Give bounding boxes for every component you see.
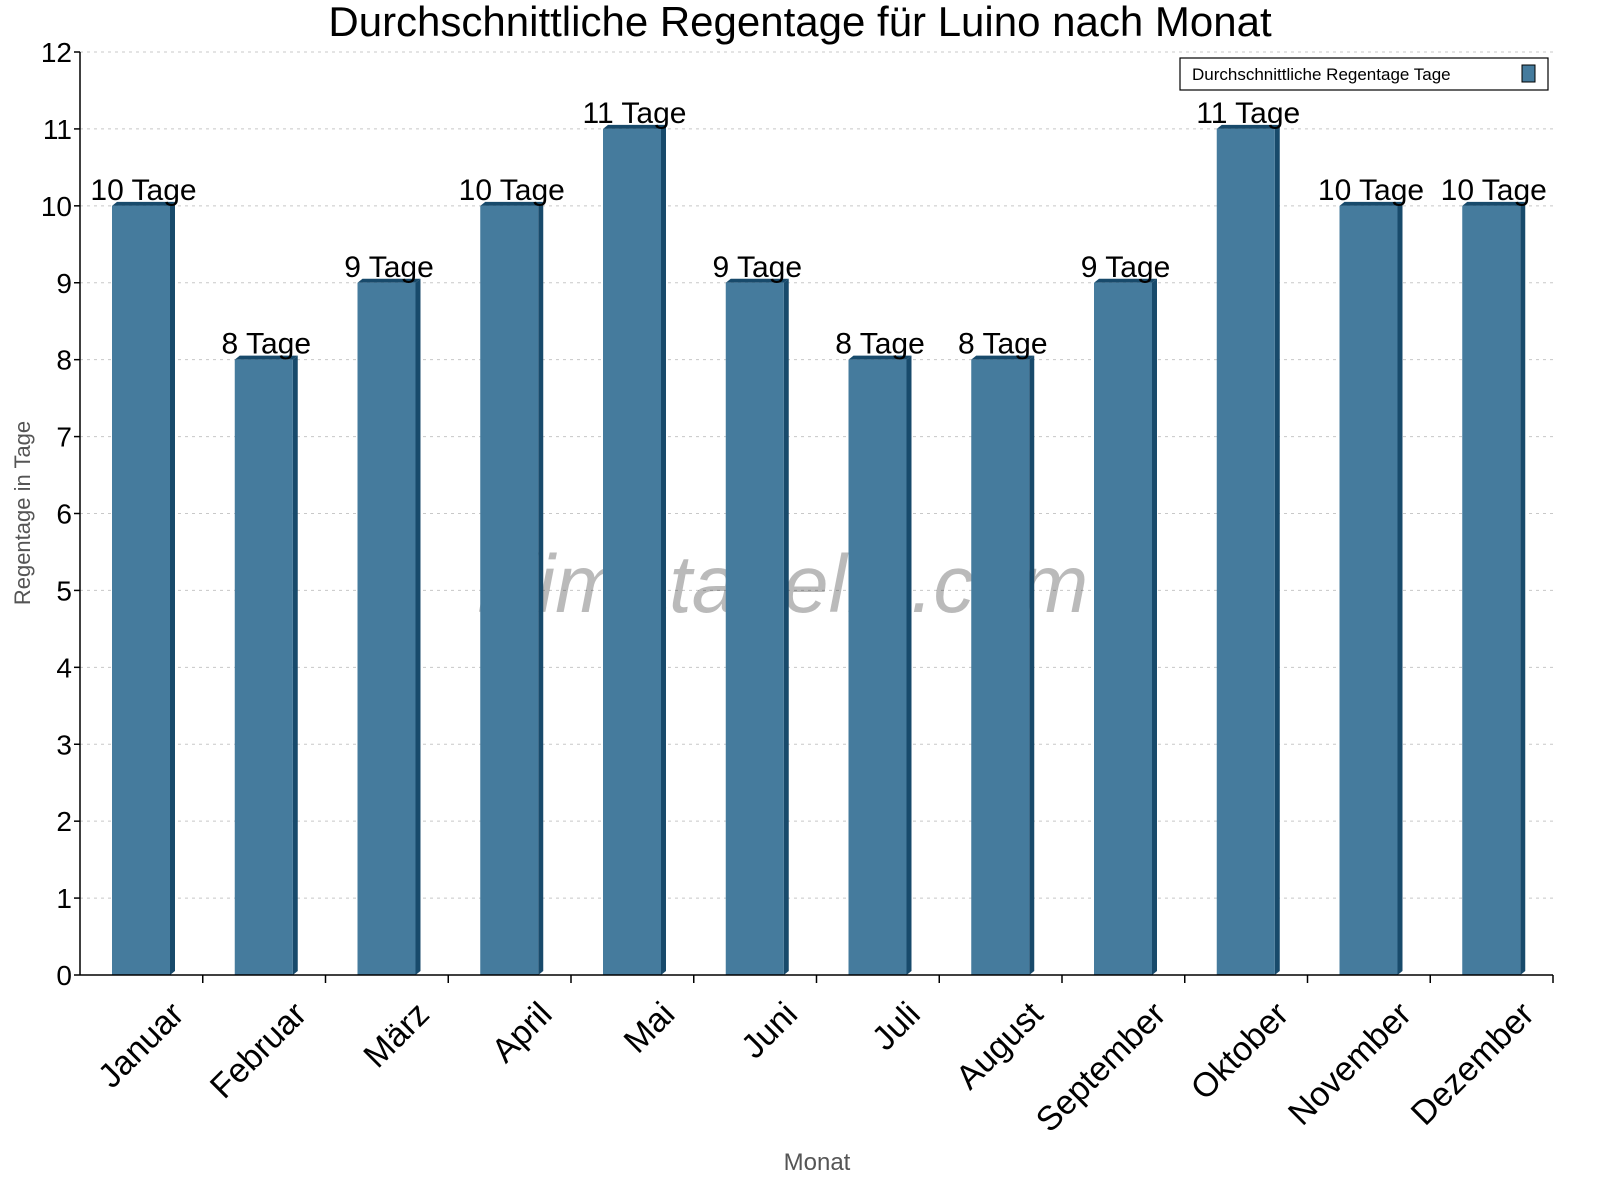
data-label: 10 Tage: [1318, 174, 1424, 207]
bar-top: [1339, 201, 1403, 206]
chart-title: Durchschnittliche Regentage für Luino na…: [328, 0, 1272, 45]
bar-side: [1520, 201, 1526, 976]
bar: [1216, 128, 1275, 975]
bar: [971, 359, 1030, 976]
data-label: 9 Tage: [344, 251, 434, 284]
bar: [848, 359, 907, 976]
bar-side: [415, 278, 421, 975]
bar-side: [906, 355, 912, 976]
data-label: 10 Tage: [459, 174, 565, 207]
bar-side: [783, 278, 789, 975]
x-tick-label: Oktober: [1184, 995, 1296, 1107]
bar: [725, 282, 784, 975]
x-tick-label: November: [1281, 995, 1419, 1133]
x-tick-label: Juni: [734, 995, 805, 1066]
data-label: 9 Tage: [1081, 251, 1171, 284]
data-label: 8 Tage: [221, 328, 311, 361]
bar-side: [1274, 124, 1280, 975]
bar-top: [1216, 124, 1280, 129]
bar: [480, 205, 539, 976]
y-tick-label: 6: [56, 499, 72, 530]
y-tick-label: 0: [56, 960, 72, 991]
data-label: 11 Tage: [1196, 97, 1300, 130]
legend: Durchschnittliche Regentage Tage: [1179, 57, 1549, 91]
x-tick-label: Februar: [203, 995, 314, 1106]
y-tick-label: 9: [56, 268, 72, 299]
data-label: 11 Tage: [583, 97, 687, 130]
bar: [1094, 282, 1152, 975]
bar-top: [848, 355, 912, 360]
x-tick-label: August: [949, 995, 1051, 1097]
bar-top: [480, 201, 544, 206]
bar: [357, 282, 416, 975]
y-tick-label: 11: [43, 114, 72, 145]
bar-top: [971, 355, 1035, 360]
bar: [1339, 205, 1398, 976]
legend-label: Durchschnittliche Regentage Tage: [1192, 65, 1451, 84]
bar-top: [1094, 278, 1157, 283]
data-label: 10 Tage: [1441, 174, 1547, 207]
bar-top: [1462, 201, 1526, 206]
bar-top: [357, 278, 421, 283]
bar-side: [292, 355, 298, 976]
x-axis-label: Monat: [784, 1149, 851, 1176]
legend-swatch: [1521, 64, 1536, 83]
bar-side: [170, 201, 175, 976]
bar: [234, 359, 293, 976]
x-tick-label: September: [1029, 995, 1173, 1139]
y-axis-label: Regentage in Tage: [10, 421, 35, 605]
legend-box: [1179, 57, 1549, 91]
y-tick-label: 7: [56, 422, 72, 453]
x-tick-label: Juli: [865, 995, 928, 1058]
bar: [1462, 205, 1521, 976]
y-tick-label: 4: [56, 652, 72, 683]
y-tick-label: 3: [56, 729, 72, 760]
data-label: 8 Tage: [835, 328, 925, 361]
y-tick-label: 5: [56, 575, 72, 606]
data-label: 9 Tage: [712, 251, 802, 284]
bar: [603, 128, 661, 975]
x-tick-label: Dezember: [1404, 995, 1542, 1133]
bar-top: [234, 355, 298, 360]
bar-side: [661, 124, 666, 975]
bar-top: [725, 278, 789, 283]
y-tick-label: 12: [41, 37, 72, 68]
x-tick-label: Mai: [617, 995, 683, 1061]
y-tick-label: 1: [56, 883, 72, 914]
bar: [112, 205, 170, 976]
x-tick-label: Januar: [91, 995, 191, 1095]
y-tick-label: 2: [56, 806, 72, 837]
data-label: 8 Tage: [958, 328, 1048, 361]
bar-side: [538, 201, 544, 976]
bar-top: [603, 124, 666, 129]
bar-side: [1029, 355, 1035, 976]
data-label: 10 Tage: [90, 174, 196, 207]
y-tick-label: 10: [41, 191, 72, 222]
bar-side: [1397, 201, 1403, 976]
bar-side: [1152, 278, 1157, 975]
x-tick-label: März: [356, 995, 436, 1075]
bar-top: [112, 201, 175, 206]
y-tick-label: 8: [56, 345, 72, 376]
x-tick-label: April: [485, 995, 560, 1070]
